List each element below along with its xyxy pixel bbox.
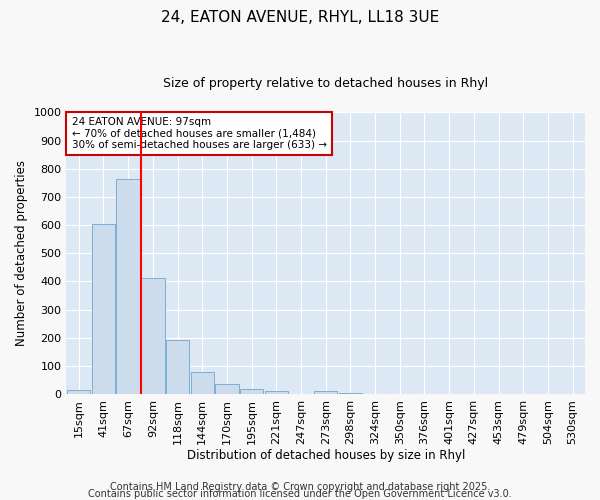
Bar	[240, 389, 263, 394]
Text: 24, EATON AVENUE, RHYL, LL18 3UE: 24, EATON AVENUE, RHYL, LL18 3UE	[161, 10, 439, 25]
Text: Contains HM Land Registry data © Crown copyright and database right 2025.: Contains HM Land Registry data © Crown c…	[110, 482, 490, 492]
Bar	[92, 224, 115, 394]
Text: Contains public sector information licensed under the Open Government Licence v3: Contains public sector information licen…	[88, 489, 512, 499]
Bar	[141, 278, 164, 394]
Bar	[314, 390, 337, 394]
Bar	[338, 392, 362, 394]
Bar	[67, 390, 91, 394]
X-axis label: Distribution of detached houses by size in Rhyl: Distribution of detached houses by size …	[187, 450, 465, 462]
Title: Size of property relative to detached houses in Rhyl: Size of property relative to detached ho…	[163, 78, 488, 90]
Y-axis label: Number of detached properties: Number of detached properties	[15, 160, 28, 346]
Text: 24 EATON AVENUE: 97sqm
← 70% of detached houses are smaller (1,484)
30% of semi-: 24 EATON AVENUE: 97sqm ← 70% of detached…	[71, 116, 326, 150]
Bar	[191, 372, 214, 394]
Bar	[215, 384, 239, 394]
Bar	[166, 340, 189, 394]
Bar	[265, 390, 288, 394]
Bar	[116, 178, 140, 394]
